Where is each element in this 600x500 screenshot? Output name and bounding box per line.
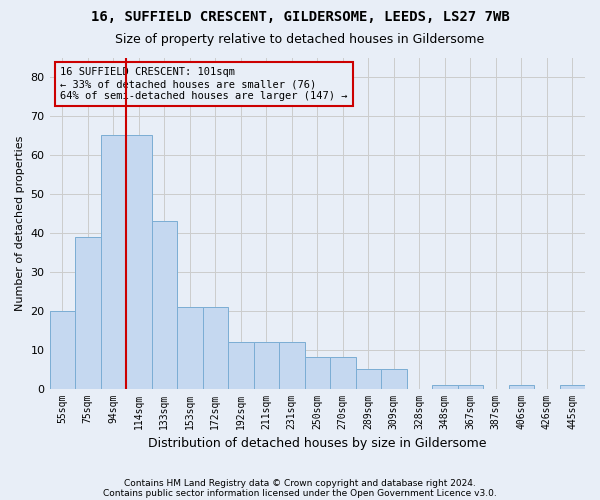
Bar — [75, 236, 101, 388]
Bar — [432, 384, 458, 388]
Bar — [305, 358, 330, 388]
Bar — [203, 307, 228, 388]
Text: Contains public sector information licensed under the Open Government Licence v3: Contains public sector information licen… — [103, 488, 497, 498]
Bar — [50, 310, 75, 388]
Bar — [177, 307, 203, 388]
Bar — [254, 342, 279, 388]
Bar — [126, 136, 152, 388]
Bar — [356, 369, 381, 388]
Bar — [152, 221, 177, 388]
Bar — [330, 358, 356, 388]
Y-axis label: Number of detached properties: Number of detached properties — [15, 136, 25, 310]
Bar — [509, 384, 534, 388]
Bar — [279, 342, 305, 388]
Bar — [381, 369, 407, 388]
Text: 16 SUFFIELD CRESCENT: 101sqm
← 33% of detached houses are smaller (76)
64% of se: 16 SUFFIELD CRESCENT: 101sqm ← 33% of de… — [60, 68, 348, 100]
Bar — [228, 342, 254, 388]
Text: 16, SUFFIELD CRESCENT, GILDERSOME, LEEDS, LS27 7WB: 16, SUFFIELD CRESCENT, GILDERSOME, LEEDS… — [91, 10, 509, 24]
Bar — [458, 384, 483, 388]
Text: Size of property relative to detached houses in Gildersome: Size of property relative to detached ho… — [115, 32, 485, 46]
X-axis label: Distribution of detached houses by size in Gildersome: Distribution of detached houses by size … — [148, 437, 487, 450]
Bar — [560, 384, 585, 388]
Bar — [101, 136, 126, 388]
Text: Contains HM Land Registry data © Crown copyright and database right 2024.: Contains HM Land Registry data © Crown c… — [124, 478, 476, 488]
